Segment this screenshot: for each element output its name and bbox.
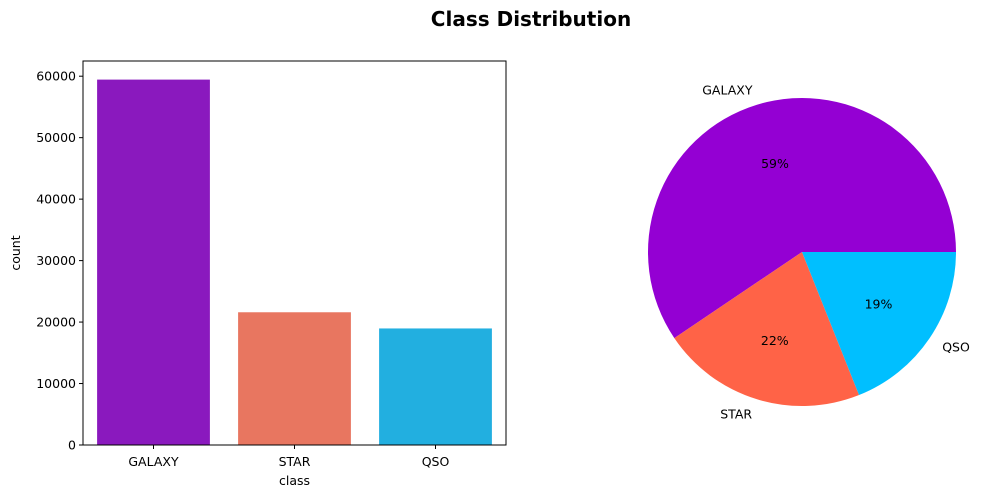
x-tick-label: STAR [279,454,311,469]
x-tick-label: GALAXY [128,454,179,469]
pie-percent-label: 59% [761,156,789,171]
bar-series [97,79,492,445]
pie-label: GALAXY [702,83,753,98]
bar-star [238,312,351,445]
pie-slice-star [674,252,860,406]
pie-label: STAR [720,406,752,421]
pie-percent-label: 19% [865,296,893,311]
y-tick-label: 0 [68,438,76,453]
y-tick-label: 50000 [36,130,76,145]
pie-percent-label: 22% [761,333,789,348]
y-tick-label: 60000 [36,69,76,84]
pie-label: QSO [942,340,970,355]
bar-chart: 0 10000 20000 30000 40000 50000 60000 GALAXY ST… [8,60,507,488]
y-axis-label: count [8,235,23,270]
x-axis-label: class [279,473,310,488]
x-axis-ticks: GALAXY STAR QSO [128,445,449,469]
y-tick-label: 30000 [36,253,76,268]
pie-slice-qso [802,252,956,396]
y-tick-label: 10000 [36,376,76,391]
pie-chart: GALAXY 59% STAR 22% QSO 19% [648,83,970,421]
pie-slice-galaxy [648,98,956,339]
x-tick-label: QSO [422,454,450,469]
y-axis-ticks: 0 10000 20000 30000 40000 50000 60000 [36,69,83,453]
bar-galaxy [97,79,210,445]
bar-qso [379,328,492,445]
y-tick-label: 40000 [36,192,76,207]
y-tick-label: 20000 [36,315,76,330]
figure-title: Class Distribution [431,7,631,31]
